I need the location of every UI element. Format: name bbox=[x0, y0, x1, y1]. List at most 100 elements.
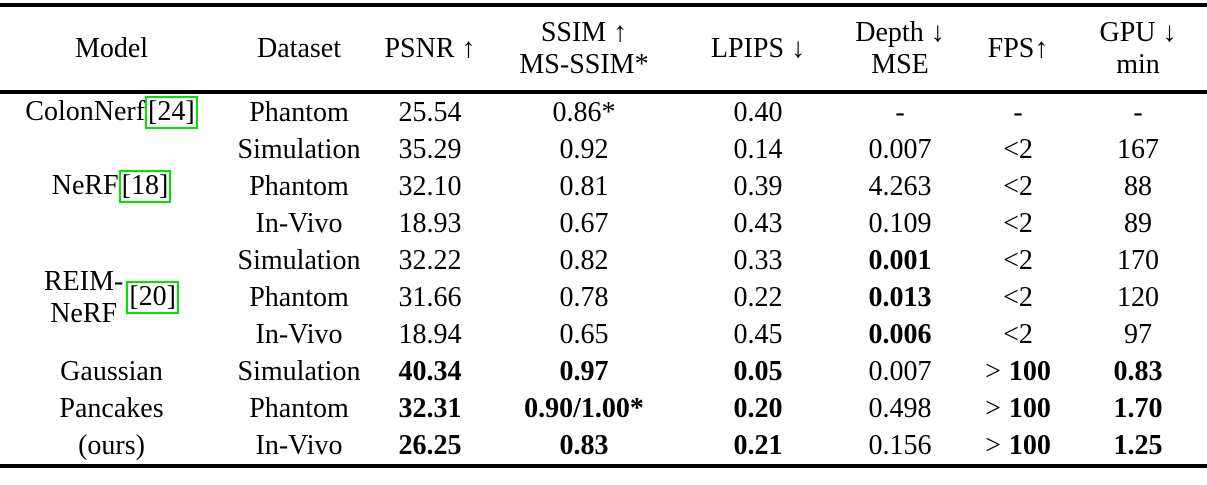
ssim-value: 0.97 bbox=[559, 355, 609, 387]
dataset-value: Phantom bbox=[249, 170, 349, 202]
gpu-min-value: 97 bbox=[1124, 318, 1152, 350]
lpips-value: 0.20 bbox=[733, 392, 783, 424]
gpu-min-value: 1.70 bbox=[1113, 392, 1163, 424]
psnr-value: 40.34 bbox=[398, 355, 462, 387]
depth-mse-value: 0.007 bbox=[868, 133, 932, 165]
table-row: Phantom 31.66 0.78 0.22 0.013 <2 120 bbox=[0, 279, 1207, 316]
table-row: REIM- NeRF [20] Simulation 32.22 0.82 0.… bbox=[0, 242, 1207, 329]
ssim-value: 0.81 bbox=[559, 170, 609, 202]
citation-link-20[interactable]: [20] bbox=[126, 281, 179, 315]
ssim-value: 0.67 bbox=[559, 207, 609, 239]
citation-link-24[interactable]: [24] bbox=[145, 96, 198, 130]
gpu-min-value: 0.83 bbox=[1113, 355, 1163, 387]
dataset-value: In-Vivo bbox=[255, 318, 343, 350]
table-row: In-Vivo 18.93 0.67 0.43 0.109 <2 89 bbox=[0, 205, 1207, 242]
citation-link-18[interactable]: [18] bbox=[118, 170, 172, 204]
lpips-value: 0.45 bbox=[733, 318, 783, 350]
lpips-value: 0.14 bbox=[733, 133, 783, 165]
model-cell-colonnerf: ColonNerf [24] bbox=[0, 92, 223, 131]
ssim-header-line1: SSIM ↑ bbox=[540, 17, 628, 48]
model-name-line1: REIM- bbox=[44, 265, 124, 297]
ssim-value: 0.65 bbox=[559, 318, 609, 350]
table-row: In-Vivo 26.25 0.83 0.21 0.156 >100 1.25 bbox=[0, 427, 1207, 466]
fps-value: <2 bbox=[1003, 207, 1033, 239]
psnr-value: 18.93 bbox=[398, 207, 462, 239]
dataset-value: In-Vivo bbox=[255, 207, 343, 239]
gpu-min-value: 1.25 bbox=[1113, 429, 1163, 461]
fps-value: >100 bbox=[967, 427, 1069, 466]
gpu-min-value: - bbox=[1133, 96, 1143, 128]
fps-number: 100 bbox=[1008, 392, 1051, 424]
gpu-min-value: 88 bbox=[1124, 170, 1152, 202]
model-cell-nerf: NeRF [18] bbox=[0, 131, 223, 242]
model-name: NeRF bbox=[51, 170, 119, 202]
psnr-value: 25.54 bbox=[398, 96, 462, 128]
ssim-value: 0.90/1.00* bbox=[524, 392, 644, 424]
table-row: In-Vivo 18.94 0.65 0.45 0.006 <2 97 bbox=[0, 316, 1207, 353]
fps-value: >100 bbox=[967, 353, 1069, 390]
gpu-header-line1: GPU ↓ bbox=[1099, 17, 1177, 48]
fps-value: <2 bbox=[1003, 281, 1033, 313]
psnr-value: 18.94 bbox=[398, 318, 462, 350]
table-body: ColonNerf [24] Phantom 25.54 0.86* 0.40 -… bbox=[0, 92, 1207, 466]
dataset-value: Simulation bbox=[237, 244, 361, 276]
depth-mse-value: 0.006 bbox=[868, 318, 932, 350]
depth-mse-value: 4.263 bbox=[868, 170, 932, 202]
column-header-lpips: LPIPS ↓ bbox=[710, 33, 806, 65]
model-cell-reim-nerf: REIM- NeRF [20] bbox=[0, 242, 223, 353]
model-name-line1: Gaussian bbox=[60, 356, 163, 388]
fps-number: 100 bbox=[1008, 355, 1051, 387]
depth-mse-value: 0.007 bbox=[868, 355, 932, 387]
gpu-min-value: 167 bbox=[1117, 133, 1159, 165]
fps-gt-sign: > bbox=[985, 392, 1001, 424]
table-row: NeRF [18] Simulation 35.29 0.92 0.14 0.00… bbox=[0, 131, 1207, 204]
dataset-value: Phantom bbox=[249, 96, 349, 128]
fps-gt-sign: > bbox=[985, 355, 1001, 387]
psnr-value: 26.25 bbox=[398, 429, 462, 461]
model-cell-gaussian-pancakes-ours: Gaussian Pancakes (ours) bbox=[0, 353, 223, 466]
ssim-value: 0.78 bbox=[559, 281, 609, 313]
lpips-value: 0.43 bbox=[733, 207, 783, 239]
results-table: Model Dataset PSNR ↑ SSIM ↑ MS-SSIM* LPI… bbox=[0, 3, 1207, 469]
fps-value: <2 bbox=[1003, 170, 1033, 202]
psnr-value: 32.10 bbox=[398, 170, 462, 202]
depth-mse-value: - bbox=[895, 96, 905, 128]
gpu-min-value: 120 bbox=[1117, 281, 1159, 313]
fps-value: <2 bbox=[1003, 244, 1033, 276]
ssim-value: 0.86* bbox=[552, 96, 616, 128]
dataset-value: Simulation bbox=[237, 355, 361, 387]
fps-value: >100 bbox=[967, 390, 1069, 427]
dataset-value: In-Vivo bbox=[255, 429, 343, 461]
model-name-line3: (ours) bbox=[78, 430, 145, 462]
dataset-value: Simulation bbox=[237, 133, 361, 165]
lpips-value: 0.40 bbox=[733, 96, 783, 128]
table-row: Phantom 32.31 0.90/1.00* 0.20 0.498 >100… bbox=[0, 390, 1207, 427]
lpips-value: 0.05 bbox=[733, 355, 783, 387]
depth-mse-value: 0.109 bbox=[868, 207, 932, 239]
column-header-depth-mse: Depth ↓ MSE bbox=[833, 5, 967, 92]
dataset-value: Phantom bbox=[249, 281, 349, 313]
fps-value: <2 bbox=[1003, 133, 1033, 165]
ssim-value: 0.82 bbox=[559, 244, 609, 276]
column-header-ssim: SSIM ↑ MS-SSIM* bbox=[485, 5, 683, 92]
psnr-value: 31.66 bbox=[398, 281, 462, 313]
model-name: ColonNerf bbox=[25, 96, 146, 128]
gpu-min-value: 170 bbox=[1117, 244, 1159, 276]
column-header-model: Model bbox=[74, 33, 149, 65]
depth-mse-value: 0.156 bbox=[868, 429, 932, 461]
header-row: Model Dataset PSNR ↑ SSIM ↑ MS-SSIM* LPI… bbox=[0, 5, 1207, 93]
depth-header-line1: Depth ↓ bbox=[855, 17, 945, 48]
fps-number: 100 bbox=[1008, 429, 1051, 461]
dataset-value: Phantom bbox=[249, 392, 349, 424]
ssim-header-line2: MS-SSIM* bbox=[519, 49, 649, 81]
psnr-value: 32.31 bbox=[398, 392, 462, 424]
ssim-value: 0.92 bbox=[559, 133, 609, 165]
lpips-value: 0.33 bbox=[733, 244, 783, 276]
psnr-value: 32.22 bbox=[398, 244, 462, 276]
depth-mse-value: 0.498 bbox=[868, 392, 932, 424]
table-row: ColonNerf [24] Phantom 25.54 0.86* 0.40 -… bbox=[0, 92, 1207, 131]
fps-gt-sign: > bbox=[985, 429, 1001, 461]
gpu-header-line2: min bbox=[1116, 49, 1160, 81]
model-name-line2: NeRF bbox=[50, 297, 118, 329]
